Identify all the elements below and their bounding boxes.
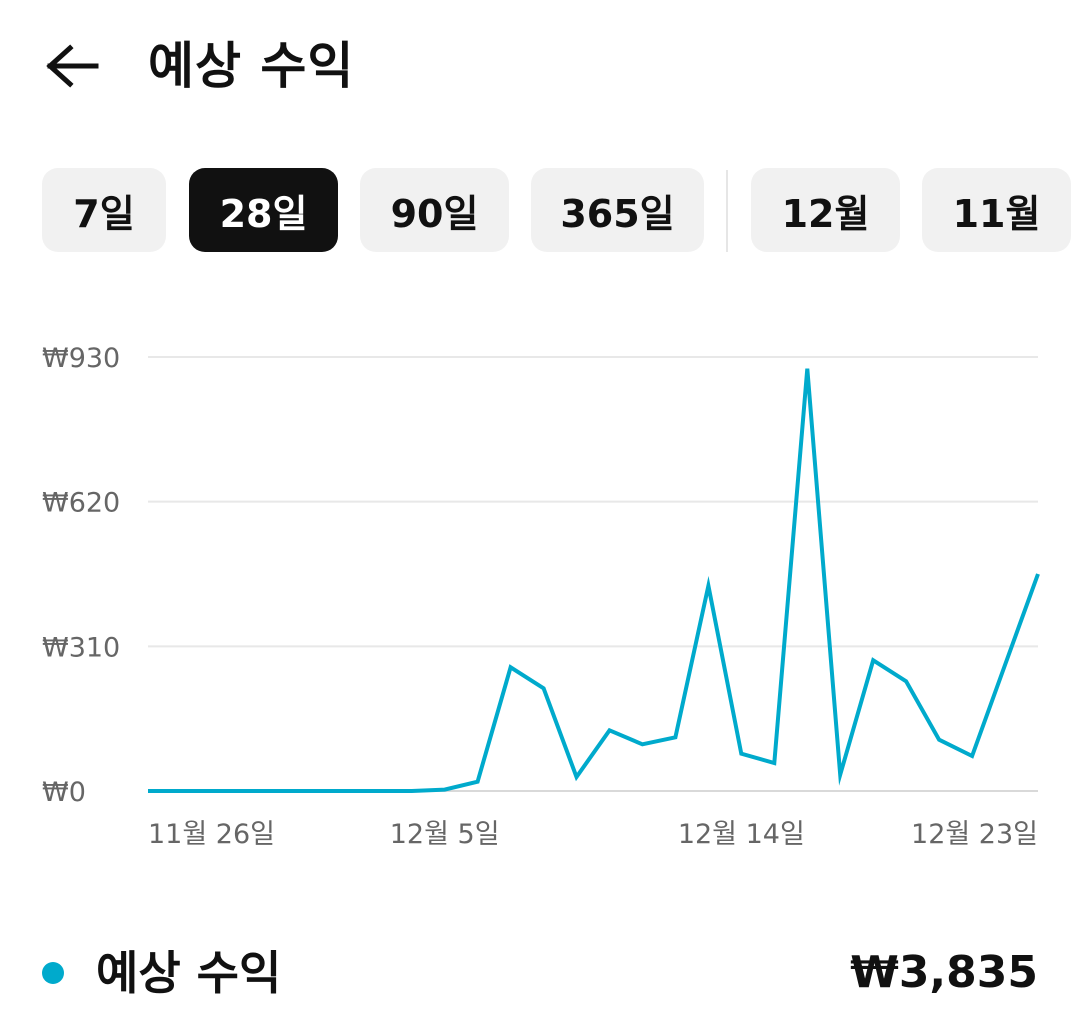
x-tick-label: 12월 5일 (390, 819, 500, 850)
tab-365-days[interactable]: 365일 (531, 168, 704, 252)
period-tabs: 7일 28일 90일 365일 12월 11월 (0, 168, 1078, 254)
earnings-chart: ₩0 ₩310 ₩620 ₩930 11월 26일 12월 5일 12월 14일 12월 23… (0, 330, 1078, 870)
legend-dot (42, 962, 64, 984)
tab-november[interactable]: 11월 (922, 168, 1071, 252)
back-button[interactable] (36, 32, 108, 104)
y-tick-label: ₩620 (42, 488, 120, 519)
tab-december[interactable]: 12월 (751, 168, 900, 252)
header: 예상 수익 (0, 0, 1078, 140)
x-tick-label: 11월 26일 (148, 819, 275, 850)
y-tick-label: ₩0 (42, 777, 86, 808)
x-tick-label: 12월 23일 (911, 819, 1038, 850)
tab-28-days[interactable]: 28일 (189, 168, 338, 252)
legend-total: ₩3,835 (850, 947, 1038, 998)
tab-divider (726, 170, 728, 252)
legend-label: 예상 수익 (96, 946, 282, 1000)
legend: 예상 수익 ₩3,835 (0, 930, 1078, 1010)
series-line (148, 368, 1040, 793)
arrow-left-icon (44, 44, 100, 92)
y-tick-label: ₩310 (42, 632, 120, 663)
y-tick-label: ₩930 (42, 343, 120, 374)
tab-90-days[interactable]: 90일 (360, 168, 509, 252)
tab-7-days[interactable]: 7일 (42, 168, 166, 252)
x-tick-label: 12월 14일 (678, 819, 805, 850)
page-title: 예상 수익 (148, 37, 355, 95)
earnings-line-chart: ₩0 ₩310 ₩620 ₩930 11월 26일 12월 5일 12월 14일 12월 23… (42, 343, 1040, 850)
